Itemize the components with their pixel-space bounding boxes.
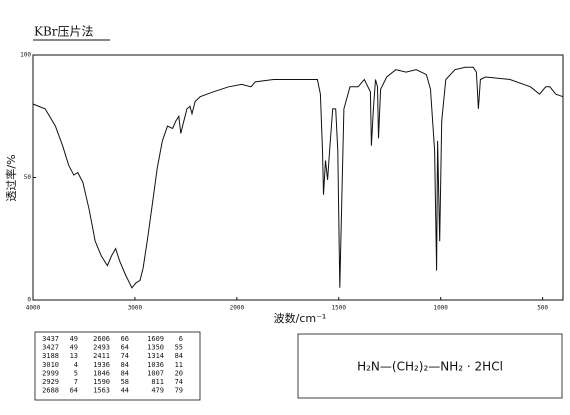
peak-table-cell: 44 [121,387,129,395]
peak-table-cell: 84 [121,369,129,377]
peak-table-cell: 74 [175,378,183,386]
peak-table-box [34,331,201,401]
formula-box [297,333,563,399]
peak-table-cell: 3010 [42,361,59,369]
x-tick-label: 500 [537,305,548,312]
peak-table-cell: 20 [175,369,183,377]
spectrum-line [32,66,564,289]
peak-table-cell: 479 [151,387,164,395]
peak-table-cell: 7 [74,378,78,386]
y-tick-label: 100 [20,52,31,59]
peak-table-cell: 2493 [93,344,110,352]
peak-table-cell: 64 [70,387,78,395]
formula: H₂N—(CH₂)₂—NH₂ · 2HCl [357,360,503,374]
peak-table-cell: 55 [175,344,183,352]
peak-table-cell: 84 [175,352,183,360]
x-tick-label: 2000 [230,305,245,312]
x-axis-label: 波数/cm⁻¹ [274,312,327,325]
peak-table-cell: 4 [74,361,78,369]
peak-table-cell: 2929 [42,378,59,386]
peak-table-cell: 49 [70,335,78,343]
x-tick-label: 3000 [128,305,143,312]
x-tick-label: 1500 [332,305,347,312]
peak-table-cell: 13 [70,352,78,360]
peak-table-cell: 1609 [147,335,164,343]
peak-table-cell: 74 [121,352,129,360]
y-tick-label: 0 [27,297,31,304]
peak-table-cell: 1936 [93,361,110,369]
peak-table-cell: 3437 [42,335,59,343]
peak-table-cell: 2411 [93,352,110,360]
peak-table-cell: 84 [121,361,129,369]
x-tick-label: 1000 [433,305,448,312]
y-axis-label: 透过率/% [4,154,18,201]
peak-table-cell: 5 [74,369,78,377]
peak-table-cell: 1036 [147,361,164,369]
peak-table-cell: 1846 [93,369,110,377]
peak-table-cell: 3188 [42,352,59,360]
peak-table-cell: 1350 [147,344,164,352]
peak-table-cell: 49 [70,344,78,352]
peak-table-cell: 79 [175,387,183,395]
peak-table-cell: 2606 [93,335,110,343]
peak-table-cell: 3427 [42,344,59,352]
peak-table-cell: 6 [179,335,183,343]
peak-table-cell: 64 [121,344,129,352]
peak-table-cell: 1563 [93,387,110,395]
peak-table-cell: 811 [151,378,164,386]
peak-table-cell: 2999 [42,369,59,377]
peak-table-cell: 1314 [147,352,164,360]
peak-table-cell: 66 [121,335,129,343]
y-tick-label: 50 [24,174,32,181]
peak-table-cell: 2688 [42,387,59,395]
chart-title: KBr压片法 [34,25,94,39]
plot-frame [32,54,564,301]
peak-table-cell: 1007 [147,369,164,377]
peak-table-cell: 11 [175,361,183,369]
peak-table-cell: 1590 [93,378,110,386]
x-tick-label: 4000 [26,305,41,312]
peak-table-cell: 58 [121,378,129,386]
